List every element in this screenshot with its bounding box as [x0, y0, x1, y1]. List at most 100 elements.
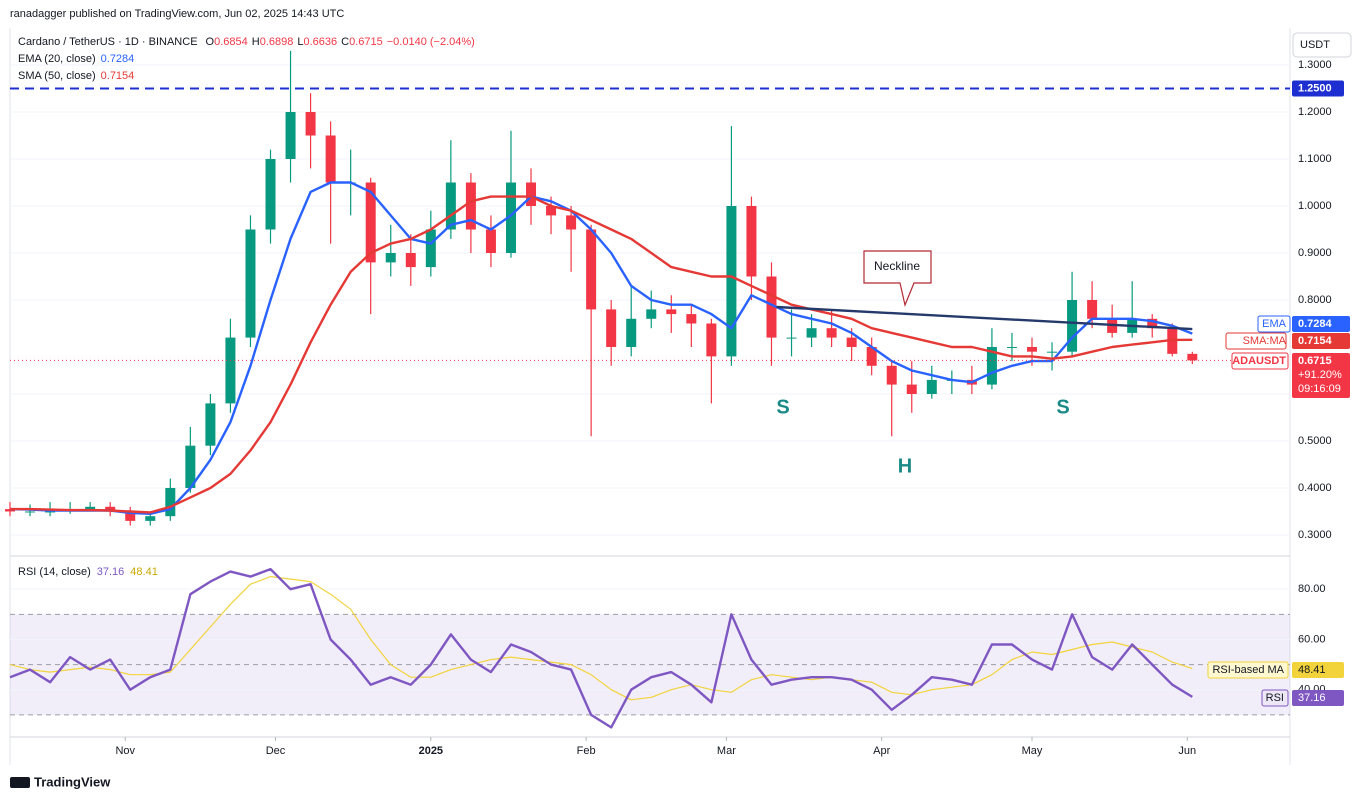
- series-tag-box: [1257, 315, 1291, 333]
- legend-series-value: 0.7154: [101, 70, 135, 82]
- pattern-label: S: [1056, 396, 1069, 418]
- x-tick-label: Jun: [1178, 745, 1196, 757]
- candle-body: [786, 337, 797, 339]
- series-tag-value-box: [1292, 316, 1350, 332]
- candle-body: [766, 276, 777, 338]
- series-tag-value: 0.7284: [1298, 318, 1333, 330]
- pattern-label: H: [898, 455, 912, 477]
- candle-body: [886, 365, 897, 385]
- legend-row: RSI (14, close) 37.16 48.41: [18, 566, 158, 578]
- y-tick-label: 1.0000: [1298, 200, 1332, 212]
- level-tag: [1292, 80, 1344, 97]
- candle-body: [846, 337, 857, 347]
- candle-body: [1087, 299, 1098, 319]
- candle-body: [626, 318, 637, 347]
- legend-prefix: L: [297, 36, 303, 48]
- footer-logo: [10, 777, 30, 788]
- legend-series-name: EMA (20, close): [18, 53, 96, 65]
- candle-body: [465, 182, 476, 230]
- candle-body: [105, 506, 116, 512]
- series-tag-name: RSI: [1266, 692, 1284, 704]
- series-tag-value: 37.16: [1298, 692, 1326, 704]
- series-tag-value-box: [1292, 662, 1344, 678]
- candle-body: [606, 309, 617, 347]
- candle-body: [265, 159, 276, 230]
- legend-value: 0.6898: [260, 36, 294, 48]
- currency-box: [1292, 32, 1352, 58]
- legend-prefix: O: [206, 36, 215, 48]
- neckline: [776, 305, 1193, 331]
- neckline-callout: [863, 250, 932, 307]
- x-tick-label: Mar: [717, 745, 736, 757]
- legend-change: −0.0140 (−2.04%): [387, 36, 475, 48]
- candle-body: [526, 182, 537, 207]
- moving-average-line: [10, 195, 1193, 514]
- legend-series-name: SMA (50, close): [18, 70, 96, 82]
- legend-value: 0.6636: [303, 36, 337, 48]
- y-tick-label: 0.4000: [1298, 482, 1332, 494]
- candle-body: [706, 323, 717, 357]
- series-tag-value-box: [1292, 690, 1344, 706]
- candle-body: [1147, 318, 1158, 329]
- candle-body: [926, 379, 937, 394]
- price-tag-name: ADAUSDT: [1232, 355, 1286, 367]
- price-tag-countdown: 09:16:09: [1298, 383, 1341, 395]
- legend-prefix: H: [252, 36, 260, 48]
- pattern-label: S: [776, 396, 789, 418]
- candle-body: [425, 229, 436, 268]
- candle-body: [205, 403, 216, 446]
- x-tick-label: 2025: [419, 745, 443, 757]
- candle-body: [686, 314, 697, 324]
- legend-title: RSI (14, close): [18, 566, 91, 578]
- x-tick-label: Apr: [873, 745, 890, 757]
- candle-body: [806, 328, 817, 338]
- price-tag-name-box: [1231, 352, 1289, 370]
- candle-body: [866, 346, 877, 366]
- candle-body: [365, 182, 376, 263]
- legend-prefix: C: [341, 36, 349, 48]
- price-tag-box: [1292, 353, 1350, 398]
- y-tick-label: 1.1000: [1298, 153, 1332, 165]
- currency: USDT: [1300, 39, 1330, 51]
- series-tag-box: [1207, 661, 1289, 679]
- candle-body: [245, 229, 256, 338]
- candle-body: [1047, 351, 1058, 353]
- series-tag-value: 0.7154: [1298, 335, 1333, 347]
- x-tick-label: May: [1022, 745, 1043, 757]
- legend-title: Cardano / TetherUS · 1D · BINANCE: [18, 36, 198, 48]
- candle-body: [125, 511, 136, 521]
- series-tag-box: [1261, 689, 1289, 707]
- legend-value: 0.6715: [349, 36, 383, 48]
- candle-body: [505, 182, 516, 253]
- y-tick-label: 0.3000: [1298, 529, 1332, 541]
- neckline-label: Neckline: [874, 259, 920, 273]
- series-tag-value: 48.41: [1298, 664, 1326, 676]
- candle-body: [586, 229, 597, 310]
- candle-body: [145, 516, 156, 521]
- candle-body: [305, 112, 316, 136]
- series-tag-name: SMA:MA: [1243, 335, 1287, 347]
- moving-average-line: [9, 181, 1193, 515]
- candle-body: [546, 206, 557, 216]
- candle-body: [826, 328, 837, 338]
- y-tick-label: 0.5000: [1298, 435, 1332, 447]
- candle-body: [165, 487, 176, 517]
- level-tag-label: 1.2500: [1298, 82, 1332, 94]
- y-tick-label: 0.9000: [1298, 247, 1332, 259]
- x-tick-label: Nov: [115, 745, 135, 757]
- publisher: ranadagger published on TradingView.com,…: [10, 8, 344, 20]
- legend-row: Cardano / TetherUS · 1D · BINANCE O0.6854…: [18, 36, 475, 48]
- legend-series-value: 37.16: [97, 566, 125, 578]
- candle-body: [986, 346, 997, 385]
- candle-body: [485, 229, 496, 253]
- candle-body: [1006, 346, 1017, 348]
- candle-body: [225, 337, 236, 404]
- y-tick-label: 80.00: [1298, 583, 1326, 595]
- candle-body: [566, 215, 577, 230]
- candle-body: [25, 511, 36, 513]
- candle-body: [1187, 353, 1198, 361]
- candle-body: [646, 309, 657, 319]
- candle-body: [746, 206, 757, 277]
- candle-body: [445, 182, 456, 230]
